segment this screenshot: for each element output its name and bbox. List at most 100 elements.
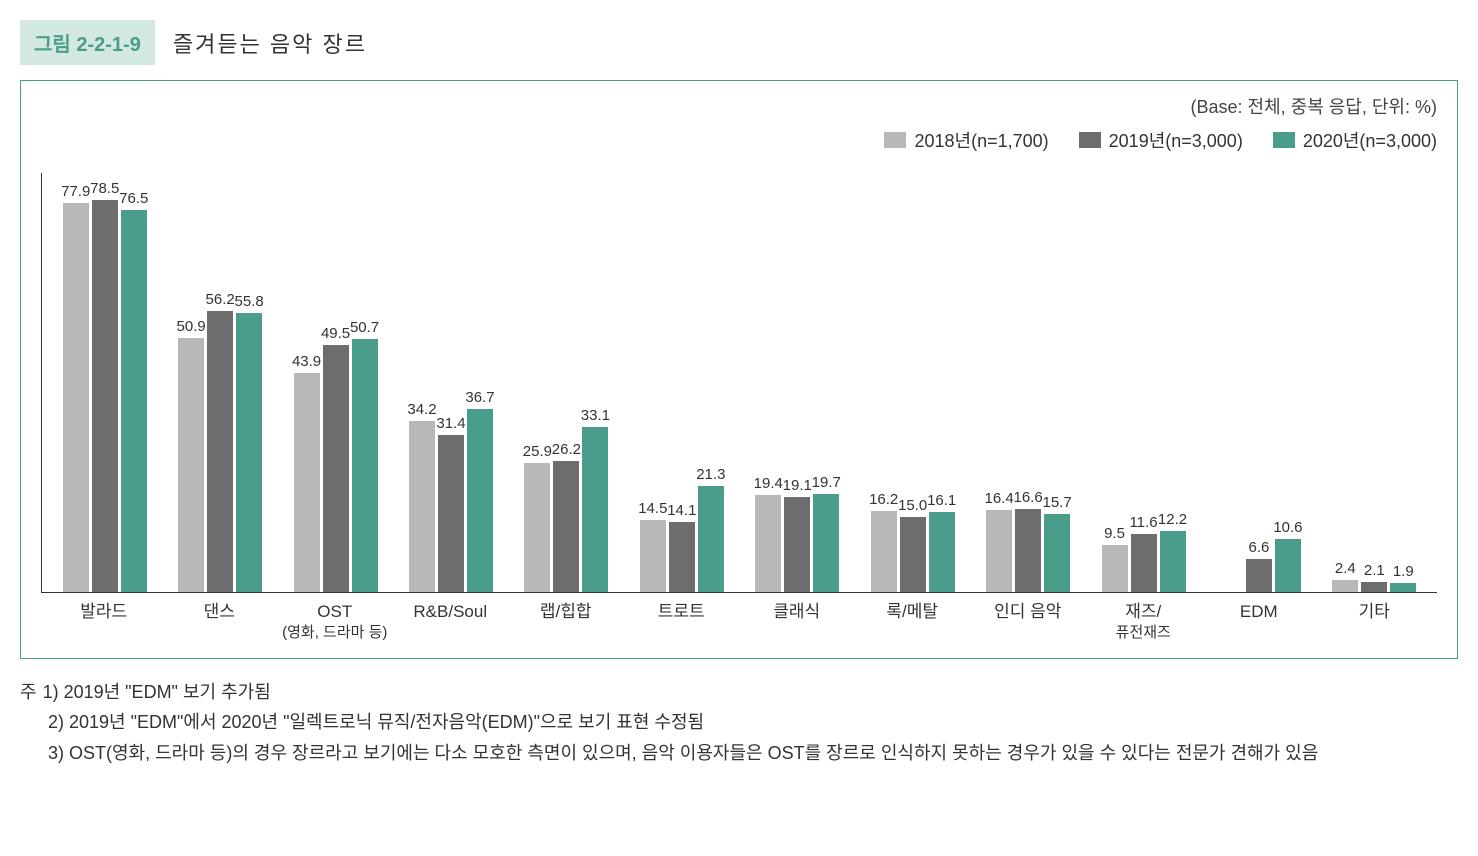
x-axis-labels: 발라드댄스OST(영화, 드라마 등)R&B/Soul랩/힙합트로트클래식록/메… bbox=[41, 593, 1437, 643]
x-axis-label: 기타 bbox=[1317, 601, 1433, 643]
legend-item: 2020년(n=3,000) bbox=[1273, 127, 1437, 153]
bar bbox=[178, 338, 204, 593]
x-axis-label: 록/메탈 bbox=[855, 601, 971, 643]
bar-value-label: 12.2 bbox=[1158, 511, 1187, 528]
bar-value-label: 49.5 bbox=[321, 325, 350, 342]
bar bbox=[63, 203, 89, 593]
bar bbox=[640, 520, 666, 593]
bar-wrap: 10.6 bbox=[1275, 519, 1301, 592]
bar bbox=[698, 486, 724, 593]
bar-group: 50.956.255.8 bbox=[162, 291, 277, 592]
bar-value-label: 16.2 bbox=[869, 491, 898, 508]
bar-value-label: 36.7 bbox=[465, 389, 494, 406]
legend-label: 2020년(n=3,000) bbox=[1303, 127, 1437, 153]
figure-title: 즐겨듣는 음악 장르 bbox=[173, 27, 367, 59]
bar-group: 19.419.119.7 bbox=[740, 474, 855, 593]
bar-value-label: 10.6 bbox=[1273, 519, 1302, 536]
bar-wrap: 1.9 bbox=[1390, 563, 1416, 593]
base-note: (Base: 전체, 중복 응답, 단위: %) bbox=[41, 93, 1437, 119]
bar-wrap: 77.9 bbox=[63, 183, 89, 593]
legend-label: 2018년(n=1,700) bbox=[914, 127, 1048, 153]
footnote-line: 주1) 2019년 "EDM" 보기 추가됨 bbox=[20, 677, 1458, 708]
bar bbox=[986, 510, 1012, 592]
bar bbox=[1275, 539, 1301, 592]
bar-wrap: 16.1 bbox=[929, 492, 955, 593]
bar-wrap: 33.1 bbox=[582, 407, 608, 593]
bar-wrap: 36.7 bbox=[467, 389, 493, 593]
x-axis-label: 클래식 bbox=[739, 601, 855, 643]
figure-label: 그림 2-2-1-9 bbox=[20, 20, 155, 65]
bar-group: 16.416.615.7 bbox=[970, 489, 1085, 592]
bar bbox=[1361, 582, 1387, 593]
bar bbox=[1015, 509, 1041, 592]
bar-value-label: 25.9 bbox=[523, 443, 552, 460]
x-axis-label: OST(영화, 드라마 등) bbox=[277, 601, 393, 643]
x-axis-label: 랩/힙합 bbox=[508, 601, 624, 643]
bar-wrap: 21.3 bbox=[698, 466, 724, 593]
x-axis-label: 발라드 bbox=[46, 601, 162, 643]
bar-value-label: 16.1 bbox=[927, 492, 956, 509]
bar-group: 6.610.6 bbox=[1201, 519, 1316, 592]
bar-wrap: 16.4 bbox=[986, 490, 1012, 592]
bar-value-label: 56.2 bbox=[206, 291, 235, 308]
bar-wrap: 55.8 bbox=[236, 293, 262, 592]
bar-value-label: 2.4 bbox=[1335, 560, 1356, 577]
legend-label: 2019년(n=3,000) bbox=[1109, 127, 1243, 153]
bar-wrap: 14.5 bbox=[640, 500, 666, 593]
bar-value-label: 2.1 bbox=[1364, 562, 1385, 579]
bar bbox=[323, 345, 349, 593]
x-axis-label: R&B/Soul bbox=[393, 601, 509, 643]
x-axis-sublabel: 퓨전재즈 bbox=[1086, 623, 1202, 643]
bar-wrap: 15.7 bbox=[1044, 494, 1070, 593]
bar-wrap: 9.5 bbox=[1102, 525, 1128, 593]
bar-group: 9.511.612.2 bbox=[1086, 511, 1201, 592]
bar-wrap: 49.5 bbox=[323, 325, 349, 593]
chart-container: (Base: 전체, 중복 응답, 단위: %) 2018년(n=1,700)2… bbox=[20, 80, 1458, 659]
bar bbox=[92, 200, 118, 593]
legend: 2018년(n=1,700) 2019년(n=3,000) 2020년(n=3,00… bbox=[41, 127, 1437, 153]
x-axis-label: 재즈/퓨전재즈 bbox=[1086, 601, 1202, 643]
bar bbox=[553, 461, 579, 592]
bar-value-label: 9.5 bbox=[1104, 525, 1125, 542]
bar-value-label: 43.9 bbox=[292, 353, 321, 370]
bar bbox=[784, 497, 810, 593]
chart-plot-area: 77.978.576.550.956.255.843.949.550.734.2… bbox=[41, 173, 1437, 593]
bar bbox=[871, 511, 897, 592]
bar-value-label: 14.5 bbox=[638, 500, 667, 517]
x-axis-label: 트로트 bbox=[624, 601, 740, 643]
bar bbox=[1390, 583, 1416, 593]
x-axis-label: 댄스 bbox=[162, 601, 278, 643]
bar-wrap: 14.1 bbox=[669, 502, 695, 593]
legend-swatch bbox=[1079, 132, 1101, 148]
footnote-text: 2) 2019년 "EDM"에서 2020년 "일렉트로닉 뮤직/전자음악(ED… bbox=[48, 707, 704, 738]
legend-swatch bbox=[1273, 132, 1295, 148]
bar-wrap: 56.2 bbox=[207, 291, 233, 592]
bar-value-label: 55.8 bbox=[235, 293, 264, 310]
bar-wrap: 50.9 bbox=[178, 318, 204, 593]
bar-value-label: 76.5 bbox=[119, 190, 148, 207]
bar bbox=[900, 517, 926, 592]
bar-wrap: 25.9 bbox=[524, 443, 550, 593]
x-axis-label: EDM bbox=[1201, 601, 1317, 643]
footnote-line: 2) 2019년 "EDM"에서 2020년 "일렉트로닉 뮤직/전자음악(ED… bbox=[20, 707, 1458, 738]
bar-wrap: 2.4 bbox=[1332, 560, 1358, 592]
bar-value-label: 15.0 bbox=[898, 497, 927, 514]
bar bbox=[1332, 580, 1358, 592]
bar-wrap: 15.0 bbox=[900, 497, 926, 592]
bar bbox=[669, 522, 695, 593]
bar bbox=[236, 313, 262, 592]
bar bbox=[929, 512, 955, 593]
footnote-prefix: 주 bbox=[20, 677, 37, 708]
bar-value-label: 33.1 bbox=[581, 407, 610, 424]
bar bbox=[1160, 531, 1186, 592]
bar-group: 34.231.436.7 bbox=[393, 389, 508, 593]
bar-value-label: 11.6 bbox=[1129, 514, 1157, 531]
bar-value-label: 16.6 bbox=[1013, 489, 1042, 506]
bar-wrap: 76.5 bbox=[121, 190, 147, 593]
bar bbox=[755, 495, 781, 592]
bar-wrap: 34.2 bbox=[409, 401, 435, 592]
x-axis-label: 인디 음악 bbox=[970, 601, 1086, 643]
bar-value-label: 1.9 bbox=[1393, 563, 1414, 580]
bar-group: 14.514.121.3 bbox=[624, 466, 739, 593]
bar bbox=[1044, 514, 1070, 593]
